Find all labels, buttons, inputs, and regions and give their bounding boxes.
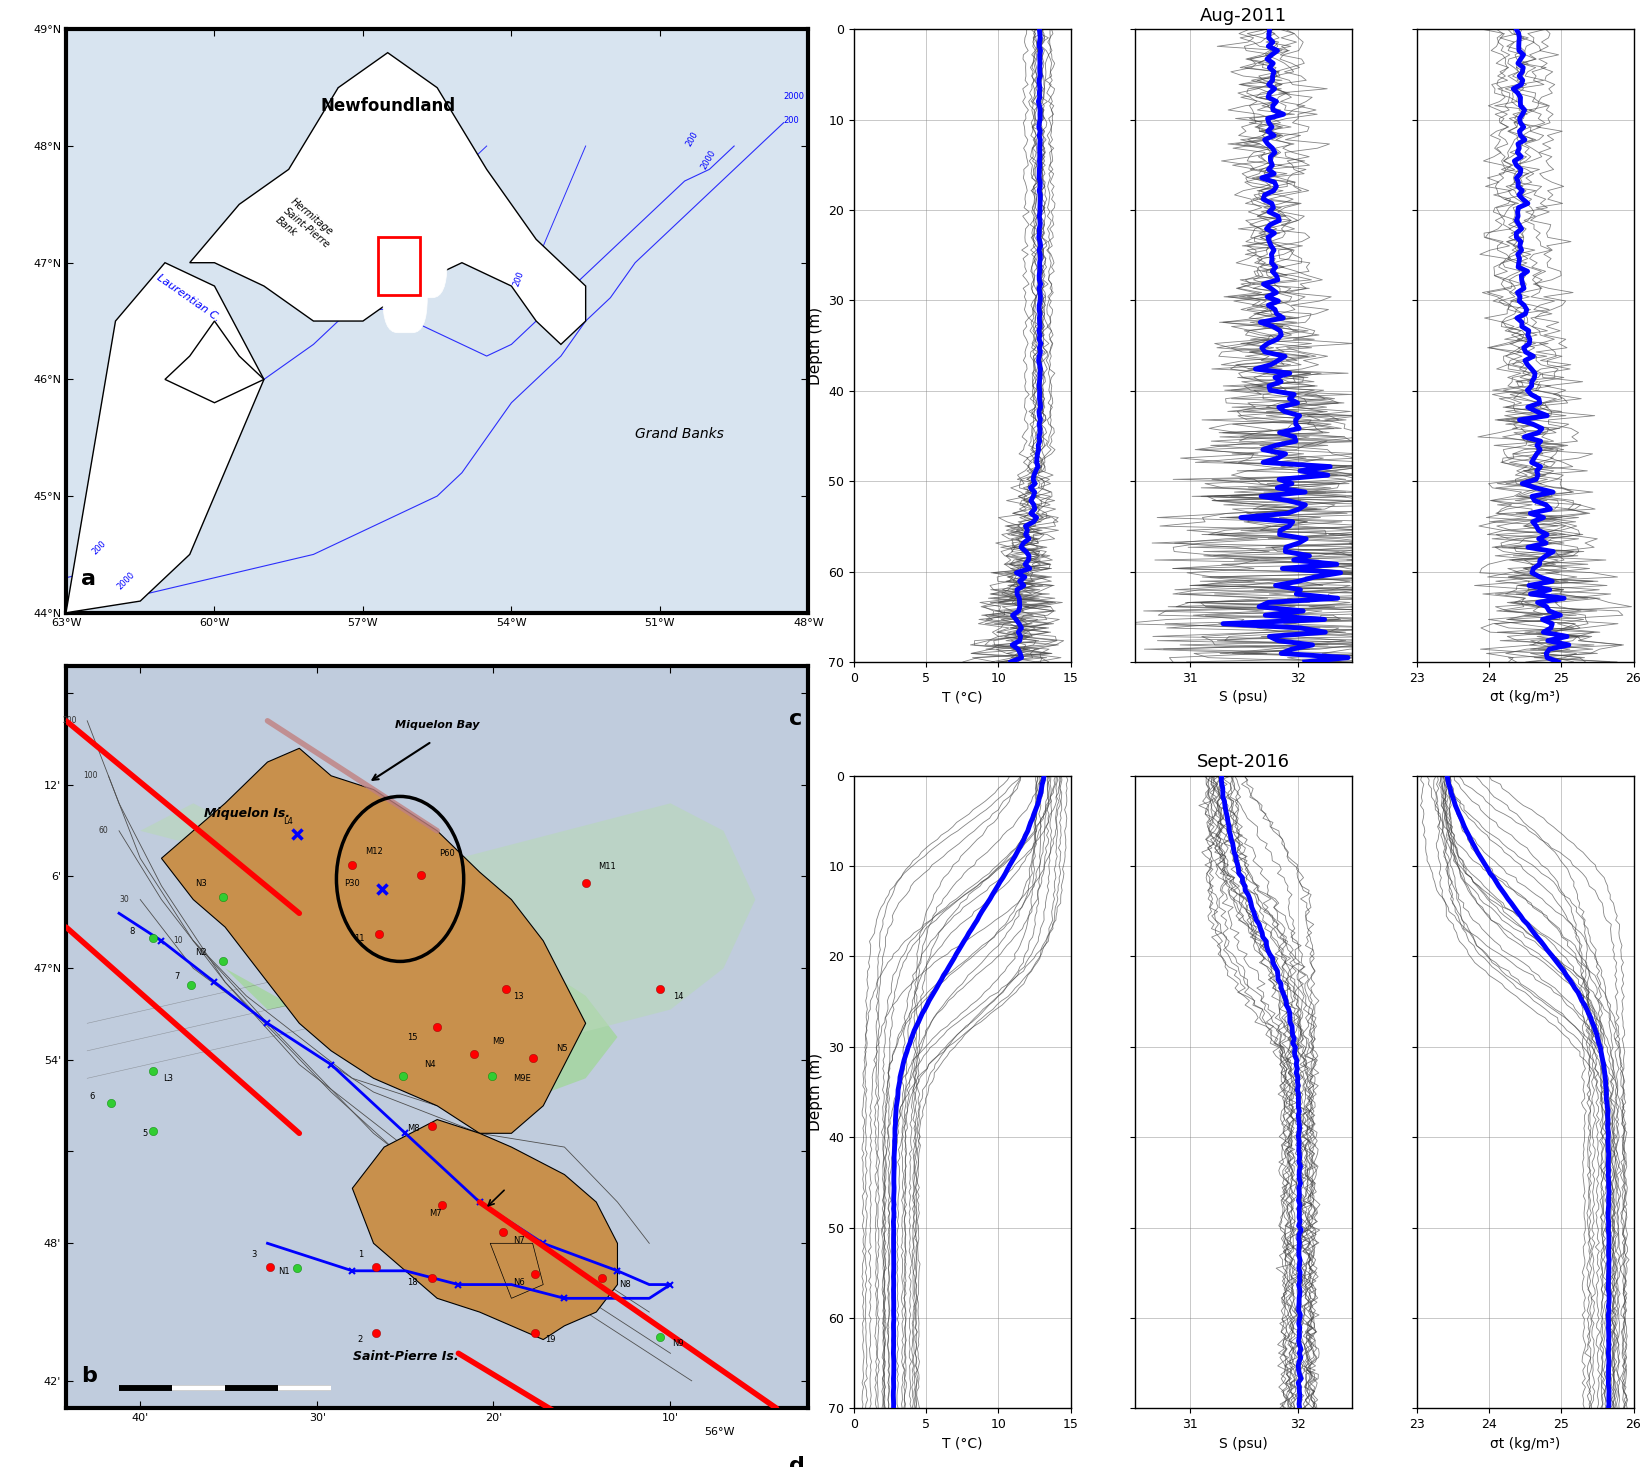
Text: a: a bbox=[81, 569, 96, 590]
Text: 200: 200 bbox=[512, 270, 525, 288]
Text: P60: P60 bbox=[439, 848, 455, 858]
Text: 56°W: 56°W bbox=[705, 1427, 734, 1436]
Text: Grand Banks: Grand Banks bbox=[635, 427, 724, 440]
X-axis label: σt (kg/m³): σt (kg/m³) bbox=[1490, 689, 1561, 704]
Text: 200: 200 bbox=[685, 131, 700, 148]
Y-axis label: Depth (m): Depth (m) bbox=[808, 307, 823, 384]
Text: M7: M7 bbox=[429, 1209, 441, 1218]
Polygon shape bbox=[162, 748, 586, 1134]
Text: N3: N3 bbox=[195, 879, 208, 888]
Polygon shape bbox=[190, 53, 586, 345]
Text: Saint-Pierre Is.: Saint-Pierre Is. bbox=[353, 1350, 459, 1363]
Text: N4: N4 bbox=[424, 1061, 436, 1069]
Polygon shape bbox=[224, 940, 617, 1106]
Text: N2: N2 bbox=[195, 948, 206, 956]
Text: c: c bbox=[789, 709, 802, 729]
Text: 14: 14 bbox=[673, 992, 683, 1000]
Title: Sept-2016: Sept-2016 bbox=[1198, 754, 1290, 772]
Text: N6: N6 bbox=[513, 1278, 525, 1287]
Polygon shape bbox=[353, 1119, 617, 1339]
Text: Hermitage
Saint-Pierre
Bank: Hermitage Saint-Pierre Bank bbox=[274, 197, 338, 258]
Text: N5: N5 bbox=[556, 1045, 568, 1053]
FancyBboxPatch shape bbox=[383, 233, 427, 333]
Text: b: b bbox=[81, 1366, 97, 1386]
Text: 1: 1 bbox=[358, 1250, 363, 1259]
Text: 200: 200 bbox=[91, 538, 109, 556]
Text: 2000: 2000 bbox=[700, 148, 718, 172]
Text: 8: 8 bbox=[130, 927, 135, 936]
Text: 18: 18 bbox=[408, 1278, 417, 1287]
Text: N8: N8 bbox=[620, 1281, 632, 1289]
X-axis label: σt (kg/m³): σt (kg/m³) bbox=[1490, 1436, 1561, 1451]
Text: d: d bbox=[789, 1455, 805, 1467]
Text: 7: 7 bbox=[175, 973, 180, 981]
X-axis label: T (°C): T (°C) bbox=[942, 1436, 982, 1451]
Text: 60: 60 bbox=[99, 826, 109, 835]
Text: 30: 30 bbox=[120, 895, 130, 904]
Text: P30: P30 bbox=[343, 879, 360, 888]
Text: N1: N1 bbox=[279, 1266, 290, 1276]
X-axis label: S (psu): S (psu) bbox=[1219, 689, 1269, 704]
Text: 10: 10 bbox=[173, 936, 183, 945]
Text: 2000: 2000 bbox=[784, 92, 805, 101]
Text: N7: N7 bbox=[513, 1237, 525, 1245]
Polygon shape bbox=[490, 1244, 543, 1298]
Text: 6: 6 bbox=[89, 1091, 94, 1100]
Y-axis label: Depth (m): Depth (m) bbox=[808, 1053, 823, 1131]
Text: M9E: M9E bbox=[513, 1074, 531, 1083]
Text: 100: 100 bbox=[82, 772, 97, 780]
Text: 19: 19 bbox=[546, 1335, 556, 1344]
Text: 11: 11 bbox=[355, 934, 365, 943]
Text: Miquelon Is.: Miquelon Is. bbox=[205, 807, 290, 820]
Text: N9: N9 bbox=[673, 1339, 685, 1348]
Text: L3: L3 bbox=[163, 1074, 173, 1083]
Text: 2: 2 bbox=[358, 1335, 363, 1344]
Text: 15: 15 bbox=[408, 1033, 417, 1042]
Text: M11: M11 bbox=[599, 863, 615, 871]
Bar bbox=[378, 238, 419, 295]
FancyBboxPatch shape bbox=[408, 210, 447, 298]
Text: 200: 200 bbox=[784, 116, 799, 125]
Text: L4: L4 bbox=[284, 817, 294, 826]
Polygon shape bbox=[165, 321, 264, 403]
X-axis label: T (°C): T (°C) bbox=[942, 689, 982, 704]
Text: 5: 5 bbox=[142, 1130, 147, 1138]
Text: Miquelon Bay: Miquelon Bay bbox=[394, 720, 480, 729]
Text: Laurentian C.: Laurentian C. bbox=[155, 271, 223, 323]
Text: 200: 200 bbox=[63, 716, 76, 725]
Polygon shape bbox=[66, 263, 264, 613]
Text: 2000: 2000 bbox=[116, 571, 137, 591]
Text: Newfoundland: Newfoundland bbox=[320, 97, 455, 114]
Title: Aug-2011: Aug-2011 bbox=[1200, 7, 1287, 25]
Text: 13: 13 bbox=[513, 992, 525, 1000]
Text: 3: 3 bbox=[251, 1250, 257, 1259]
Polygon shape bbox=[140, 804, 756, 1037]
X-axis label: S (psu): S (psu) bbox=[1219, 1436, 1269, 1451]
Text: M9: M9 bbox=[492, 1037, 505, 1046]
Text: M12: M12 bbox=[365, 846, 383, 857]
Text: M8: M8 bbox=[408, 1124, 421, 1133]
